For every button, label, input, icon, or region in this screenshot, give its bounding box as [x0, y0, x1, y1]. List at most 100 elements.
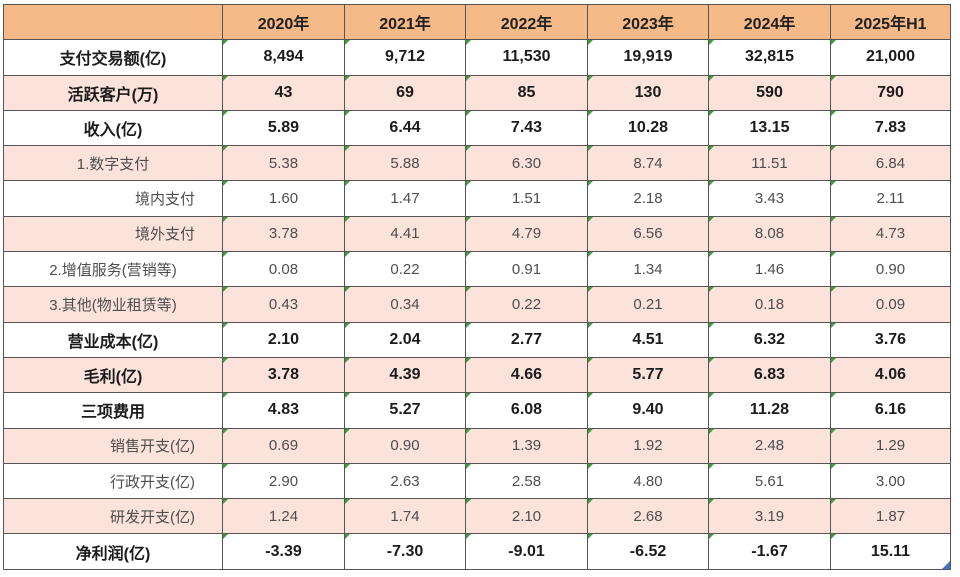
- year-header-cell[interactable]: 2025年H1: [830, 3, 951, 41]
- value-cell[interactable]: 1.47: [344, 180, 466, 217]
- value-cell[interactable]: 8.74: [587, 145, 709, 182]
- row-label-cell[interactable]: 2.增值服务(营销等): [3, 251, 223, 288]
- value-cell[interactable]: 3.78: [222, 215, 345, 253]
- value-cell[interactable]: 9.40: [587, 392, 709, 429]
- row-label-cell[interactable]: 境内支付: [3, 180, 223, 217]
- value-cell[interactable]: -1.67: [708, 533, 831, 570]
- value-cell[interactable]: 1.60: [222, 180, 345, 217]
- value-cell[interactable]: 6.44: [344, 109, 466, 147]
- value-cell[interactable]: 0.21: [587, 286, 709, 323]
- value-cell[interactable]: 2.63: [344, 462, 466, 500]
- row-label-cell[interactable]: 三项费用: [3, 392, 223, 429]
- fill-handle-icon[interactable]: [942, 560, 950, 569]
- value-cell[interactable]: 2.90: [222, 462, 345, 500]
- value-cell[interactable]: 5.77: [587, 356, 709, 394]
- value-cell[interactable]: 2.11: [830, 180, 951, 217]
- row-label-cell[interactable]: 收入(亿): [3, 109, 223, 147]
- value-cell[interactable]: 6.32: [708, 321, 831, 358]
- value-cell[interactable]: 1.24: [222, 498, 345, 535]
- value-cell[interactable]: 1.87: [830, 498, 951, 535]
- value-cell[interactable]: 11.28: [708, 392, 831, 429]
- value-cell[interactable]: 2.04: [344, 321, 466, 358]
- value-cell[interactable]: 4.83: [222, 392, 345, 429]
- value-cell[interactable]: 9,712: [344, 39, 466, 76]
- value-cell[interactable]: 590: [708, 74, 831, 111]
- value-cell[interactable]: 2.10: [465, 498, 588, 535]
- value-cell[interactable]: 0.43: [222, 286, 345, 323]
- value-cell[interactable]: 2.10: [222, 321, 345, 358]
- value-cell[interactable]: -9.01: [465, 533, 588, 570]
- value-cell[interactable]: 5.27: [344, 392, 466, 429]
- row-label-cell[interactable]: 销售开支(亿): [3, 427, 223, 464]
- value-cell[interactable]: 85: [465, 74, 588, 111]
- year-header-cell[interactable]: 2022年: [465, 3, 588, 41]
- value-cell[interactable]: 7.83: [830, 109, 951, 147]
- value-cell[interactable]: 2.68: [587, 498, 709, 535]
- value-cell[interactable]: 15.11: [830, 533, 951, 570]
- row-label-cell[interactable]: 3.其他(物业租赁等): [3, 286, 223, 323]
- value-cell[interactable]: 1.46: [708, 251, 831, 288]
- value-cell[interactable]: 4.80: [587, 462, 709, 500]
- value-cell[interactable]: 4.39: [344, 356, 466, 394]
- value-cell[interactable]: 1.34: [587, 251, 709, 288]
- value-cell[interactable]: 6.30: [465, 145, 588, 182]
- year-header-cell[interactable]: 2023年: [587, 3, 709, 41]
- value-cell[interactable]: 6.83: [708, 356, 831, 394]
- value-cell[interactable]: 6.84: [830, 145, 951, 182]
- year-header-cell[interactable]: 2024年: [708, 3, 831, 41]
- value-cell[interactable]: 4.79: [465, 215, 588, 253]
- value-cell[interactable]: 19,919: [587, 39, 709, 76]
- value-cell[interactable]: 790: [830, 74, 951, 111]
- value-cell[interactable]: 5.88: [344, 145, 466, 182]
- value-cell[interactable]: 4.41: [344, 215, 466, 253]
- value-cell[interactable]: 2.48: [708, 427, 831, 464]
- value-cell[interactable]: 69: [344, 74, 466, 111]
- row-label-cell[interactable]: 境外支付: [3, 215, 223, 253]
- value-cell[interactable]: 0.22: [465, 286, 588, 323]
- value-cell[interactable]: 0.90: [344, 427, 466, 464]
- year-header-cell[interactable]: 2021年: [344, 3, 466, 41]
- value-cell[interactable]: 2.58: [465, 462, 588, 500]
- value-cell[interactable]: 32,815: [708, 39, 831, 76]
- value-cell[interactable]: 3.43: [708, 180, 831, 217]
- value-cell[interactable]: 10.28: [587, 109, 709, 147]
- value-cell[interactable]: 4.51: [587, 321, 709, 358]
- row-label-cell[interactable]: 活跃客户(万): [3, 74, 223, 111]
- value-cell[interactable]: 0.90: [830, 251, 951, 288]
- value-cell[interactable]: 1.92: [587, 427, 709, 464]
- value-cell[interactable]: 3.78: [222, 356, 345, 394]
- value-cell[interactable]: 5.38: [222, 145, 345, 182]
- value-cell[interactable]: 0.09: [830, 286, 951, 323]
- row-label-cell[interactable]: 营业成本(亿): [3, 321, 223, 358]
- value-cell[interactable]: 1.39: [465, 427, 588, 464]
- row-label-cell[interactable]: 支付交易额(亿): [3, 39, 223, 76]
- row-label-cell[interactable]: 净利润(亿): [3, 533, 223, 570]
- value-cell[interactable]: 6.08: [465, 392, 588, 429]
- value-cell[interactable]: 43: [222, 74, 345, 111]
- value-cell[interactable]: -3.39: [222, 533, 345, 570]
- value-cell[interactable]: 1.29: [830, 427, 951, 464]
- value-cell[interactable]: 6.56: [587, 215, 709, 253]
- value-cell[interactable]: 3.19: [708, 498, 831, 535]
- value-cell[interactable]: 0.34: [344, 286, 466, 323]
- value-cell[interactable]: 130: [587, 74, 709, 111]
- year-header-cell[interactable]: 2020年: [222, 3, 345, 41]
- value-cell[interactable]: 4.73: [830, 215, 951, 253]
- value-cell[interactable]: 3.00: [830, 462, 951, 500]
- value-cell[interactable]: 2.18: [587, 180, 709, 217]
- value-cell[interactable]: 1.51: [465, 180, 588, 217]
- value-cell[interactable]: 1.74: [344, 498, 466, 535]
- value-cell[interactable]: 11,530: [465, 39, 588, 76]
- row-label-cell[interactable]: 毛利(亿): [3, 356, 223, 394]
- value-cell[interactable]: 0.22: [344, 251, 466, 288]
- row-label-cell[interactable]: 行政开支(亿): [3, 462, 223, 500]
- value-cell[interactable]: 0.69: [222, 427, 345, 464]
- value-cell[interactable]: 8,494: [222, 39, 345, 76]
- value-cell[interactable]: -7.30: [344, 533, 466, 570]
- value-cell[interactable]: 5.89: [222, 109, 345, 147]
- row-label-cell[interactable]: 研发开支(亿): [3, 498, 223, 535]
- value-cell[interactable]: 0.91: [465, 251, 588, 288]
- value-cell[interactable]: -6.52: [587, 533, 709, 570]
- value-cell[interactable]: 5.61: [708, 462, 831, 500]
- value-cell[interactable]: 7.43: [465, 109, 588, 147]
